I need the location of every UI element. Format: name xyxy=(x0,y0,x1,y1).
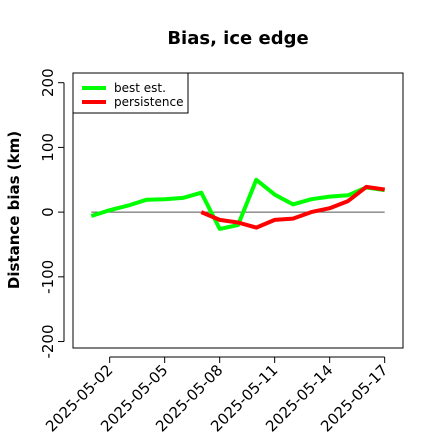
y-tick-label: 100 xyxy=(39,133,57,162)
y-axis-label: Distance bias (km) xyxy=(5,131,23,289)
y-axis: -200 -100 0 100 200 xyxy=(39,68,65,359)
series-layer xyxy=(90,177,385,231)
y-tick-label: -100 xyxy=(39,260,57,294)
legend-box xyxy=(72,72,189,114)
x-axis: 2025-05-022025-05-052025-05-082025-05-11… xyxy=(42,356,391,435)
legend-label-persistence: persistence xyxy=(114,95,183,109)
chart-title: Bias, ice edge xyxy=(167,28,308,49)
series-line-1 xyxy=(200,184,385,230)
series-line-0 xyxy=(90,177,385,231)
plot-frame xyxy=(72,72,404,349)
legend: best est. persistence xyxy=(72,72,189,114)
y-tick-label: -200 xyxy=(39,325,57,359)
y-tick-label: 200 xyxy=(39,68,57,97)
y-tick-label: 0 xyxy=(39,207,57,217)
legend-label-best-est: best est. xyxy=(114,81,166,95)
